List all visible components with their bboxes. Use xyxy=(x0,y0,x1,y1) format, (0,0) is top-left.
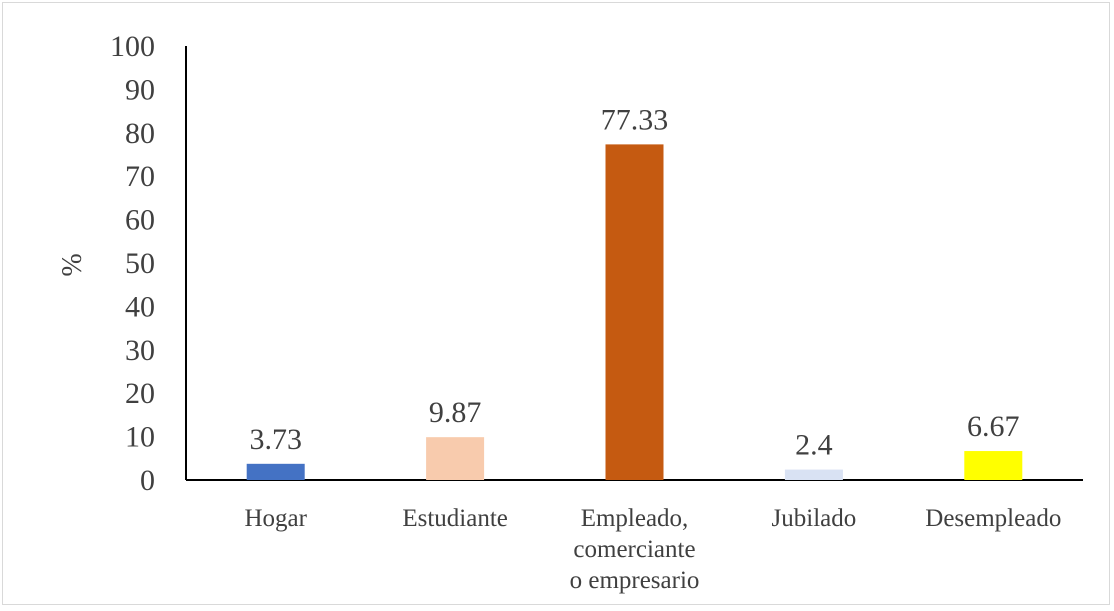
bar xyxy=(605,144,664,480)
data-label: 77.33 xyxy=(601,103,669,136)
y-tick-label: 30 xyxy=(125,334,155,367)
y-tick-label: 90 xyxy=(125,73,155,106)
y-tick-label: 20 xyxy=(125,377,155,410)
x-tick-label: Hogar xyxy=(244,505,307,532)
x-tick-label: Empleado, comerciante o empresario xyxy=(570,505,700,594)
y-tick-label: 40 xyxy=(125,290,155,323)
data-label: 6.67 xyxy=(967,410,1020,443)
y-tick-label: 70 xyxy=(125,160,155,193)
data-label: 2.4 xyxy=(795,429,833,462)
bar xyxy=(964,451,1023,480)
x-tick-label: Estudiante xyxy=(402,505,508,532)
bar-chart: % 0 10 20 30 40 50 60 70 80 90 100 3.73 9.87 77.33 2.… xyxy=(57,30,1083,594)
bar xyxy=(784,469,843,480)
bar xyxy=(246,463,305,480)
bar xyxy=(426,437,485,480)
y-axis-ticks: 0 10 20 30 40 50 60 70 80 90 100 xyxy=(110,30,155,497)
y-tick-label: 60 xyxy=(125,204,155,237)
y-axis-title: % xyxy=(57,253,88,276)
data-label: 3.73 xyxy=(249,423,302,456)
data-label: 9.87 xyxy=(429,396,482,429)
x-tick-label: Jubilado xyxy=(772,505,857,532)
value-labels: 3.73 9.87 77.33 2.4 6.67 xyxy=(249,103,1019,461)
y-tick-label: 100 xyxy=(110,30,155,63)
x-tick-label: Desempleado xyxy=(925,505,1061,532)
bars xyxy=(246,144,1023,480)
y-tick-label: 50 xyxy=(125,247,155,280)
x-axis-labels: Hogar Estudiante Empleado, comerciante o emp… xyxy=(244,505,1061,594)
y-tick-label: 80 xyxy=(125,117,155,150)
y-tick-label: 10 xyxy=(125,421,155,454)
y-tick-label: 0 xyxy=(140,464,155,497)
